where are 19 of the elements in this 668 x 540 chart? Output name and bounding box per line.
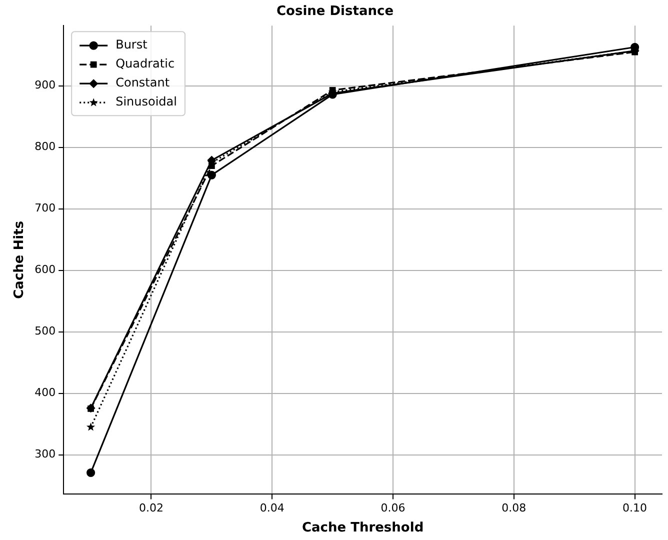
legend-label: Sinusoidal: [116, 94, 177, 109]
y-tick-label: 300: [34, 448, 56, 461]
chart-title: Cosine Distance: [276, 4, 394, 20]
legend-label: Constant: [116, 76, 170, 90]
x-tick-label: 0.06: [380, 502, 406, 515]
x-tick-label: 0.04: [260, 502, 284, 515]
y-tick-label: 800: [34, 140, 56, 154]
x-tick-label: 0.02: [138, 502, 164, 515]
x-axis-title: Cache Threshold: [302, 520, 424, 536]
y-tick-label: 500: [34, 324, 56, 338]
y-tick-label: 400: [34, 386, 56, 400]
x-tick-label: 0.10: [622, 502, 648, 515]
y-tick-label: 900: [34, 78, 56, 92]
legend-label: Burst: [116, 38, 148, 52]
x-tick-label: 0.08: [502, 502, 526, 515]
y-axis-title: Cache Hits: [12, 220, 28, 299]
y-tick-label: 600: [34, 263, 56, 276]
legend-label: Quadratic: [116, 56, 175, 71]
y-tick-label: 700: [34, 202, 56, 215]
